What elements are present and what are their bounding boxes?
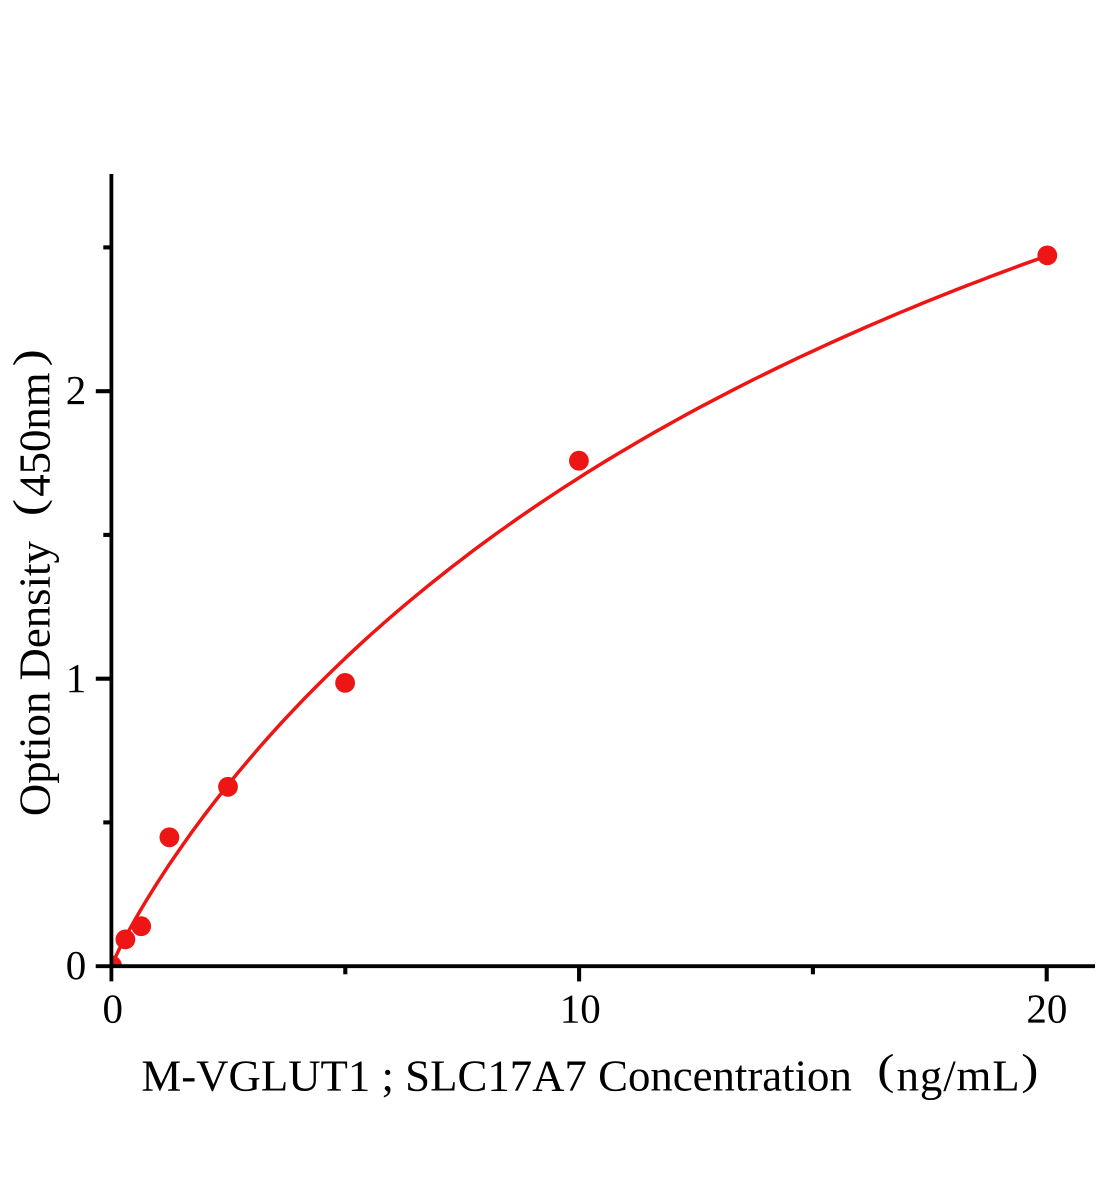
svg-text:20: 20 bbox=[1026, 985, 1067, 1031]
svg-text:ng/mL: ng/mL bbox=[897, 1051, 1021, 1101]
svg-text:2: 2 bbox=[66, 367, 87, 413]
svg-text:450nm: 450nm bbox=[10, 372, 60, 497]
svg-text:(: ( bbox=[877, 1047, 894, 1094]
svg-text:1: 1 bbox=[66, 655, 87, 701]
svg-text:(: ( bbox=[6, 499, 53, 516]
svg-text:10: 10 bbox=[560, 985, 601, 1031]
svg-text:M-VGLUT1 ; SLC17A7 Concentrati: M-VGLUT1 ; SLC17A7 Concentration bbox=[141, 1051, 851, 1101]
svg-text:): ) bbox=[1021, 1047, 1038, 1094]
svg-text:): ) bbox=[6, 349, 53, 366]
svg-text:0: 0 bbox=[103, 985, 124, 1031]
svg-text:0: 0 bbox=[66, 942, 87, 988]
svg-text:Option Density: Option Density bbox=[10, 541, 60, 817]
